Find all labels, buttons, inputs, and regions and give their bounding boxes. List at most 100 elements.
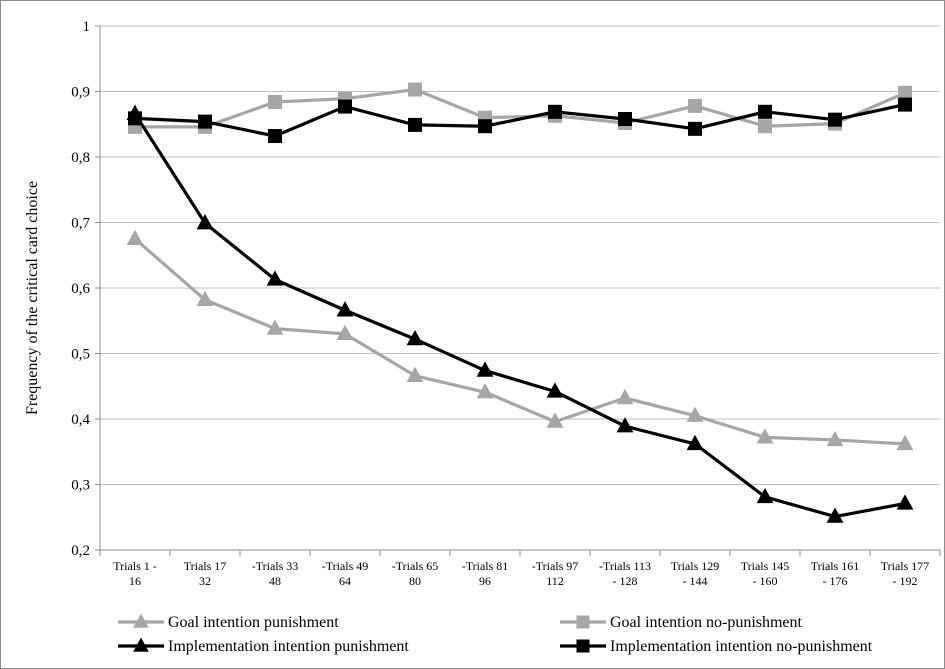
x-tick-label: Trials 145	[741, 559, 790, 573]
y-tick-label: 0,6	[71, 281, 90, 297]
square-marker	[898, 97, 912, 112]
x-tick-label: 96	[479, 574, 491, 588]
x-tick-label: - 192	[893, 574, 918, 588]
triangle-marker	[133, 613, 149, 628]
legend-label: Goal intention no-punishment	[610, 614, 803, 631]
series-line	[135, 87, 906, 129]
series-2	[128, 82, 912, 134]
triangle-marker	[133, 637, 149, 652]
triangle-marker	[266, 270, 284, 286]
series-1	[126, 229, 914, 451]
x-tick-label: Trials 129	[671, 559, 720, 573]
triangle-marker	[546, 412, 564, 428]
x-tick-label: Trials 1 -	[113, 559, 157, 573]
square-marker	[128, 111, 142, 126]
square-marker	[268, 94, 282, 109]
x-tick-label: Trials 17	[184, 559, 227, 573]
y-tick-labels: 0,2 0,3 0,4 0,5 0,6 0,7 0,8 0,9 1	[71, 19, 90, 559]
triangle-marker	[476, 361, 494, 377]
square-marker	[758, 104, 772, 119]
triangle-marker	[896, 434, 914, 451]
x-tick-label: -Trials 33	[252, 559, 299, 573]
x-tick-label: 48	[269, 574, 281, 588]
y-tick-label: 0,3	[71, 478, 90, 494]
y-tick-label: 0,5	[71, 347, 90, 363]
triangle-marker	[616, 388, 634, 405]
triangle-marker	[686, 406, 704, 422]
triangle-marker	[196, 214, 214, 230]
triangle-marker	[826, 507, 844, 523]
x-tick-label: -Trials 65	[392, 559, 439, 573]
x-tick-label: Trials 177	[881, 559, 930, 573]
x-tick-label: -Trials 49	[322, 559, 369, 573]
legend-item: Goal intention no-punishment	[560, 614, 803, 631]
x-tick-label: -Trials 81	[462, 559, 509, 573]
square-marker	[688, 121, 702, 136]
x-tick-label: 16	[129, 574, 141, 588]
x-tick-label: - 144	[683, 574, 708, 588]
square-marker	[828, 112, 842, 127]
x-tick-label: 64	[339, 574, 351, 588]
legend-label: Implementation intention punishment	[168, 638, 409, 655]
series-4	[128, 97, 912, 144]
y-tick-label: 0,4	[71, 412, 90, 428]
triangle-marker	[336, 301, 354, 317]
legend-item: Goal intention punishment	[118, 613, 339, 631]
axes	[95, 25, 941, 556]
x-tick-label: - 128	[613, 574, 638, 588]
legend-label: Goal intention punishment	[168, 614, 339, 631]
square-marker	[548, 104, 562, 119]
square-marker	[408, 82, 422, 97]
triangle-marker	[406, 366, 424, 382]
y-axis-title: Frequency of the critical card choice	[24, 181, 41, 415]
legend-label: Implementation intention no-punishment	[610, 638, 873, 655]
x-tick-label: 112	[546, 574, 564, 588]
square-marker	[576, 639, 590, 653]
triangle-marker	[686, 434, 704, 451]
series-line	[133, 112, 906, 519]
legend-item: Implementation intention punishment	[118, 637, 409, 655]
y-tick-label: 1	[83, 19, 91, 35]
gridlines	[100, 25, 940, 485]
x-tick-label: - 160	[753, 574, 778, 588]
x-tick-label: -Trials 97	[532, 559, 579, 573]
triangle-marker	[826, 430, 844, 447]
square-marker	[478, 119, 492, 134]
triangle-marker	[406, 329, 424, 346]
square-marker	[198, 114, 212, 129]
square-marker	[898, 85, 912, 100]
y-tick-label: 0,9	[71, 85, 90, 101]
x-tick-label: Trials 161	[811, 559, 860, 573]
triangle-marker	[756, 428, 774, 444]
triangle-marker	[126, 229, 144, 246]
x-tick-label: -Trials 113	[599, 559, 651, 573]
series-line	[133, 237, 906, 446]
series-line	[134, 103, 906, 138]
series-group	[126, 82, 914, 523]
x-tick-label: 80	[409, 574, 421, 588]
y-tick-label: 0,2	[71, 543, 90, 559]
square-marker	[338, 99, 352, 114]
triangle-marker	[616, 417, 634, 433]
series-3	[126, 104, 914, 523]
square-marker	[268, 129, 282, 144]
triangle-marker	[546, 382, 564, 398]
x-tick-label: 32	[199, 574, 211, 588]
triangle-marker	[266, 319, 284, 335]
triangle-marker	[196, 290, 214, 306]
x-tick-label: - 176	[823, 574, 848, 588]
square-marker	[408, 117, 422, 132]
square-marker	[576, 615, 590, 629]
square-marker	[688, 98, 702, 113]
triangle-marker	[476, 383, 494, 399]
square-marker	[758, 119, 772, 134]
triangle-marker	[896, 494, 914, 510]
legend-item: Implementation intention no-punishment	[560, 638, 873, 655]
triangle-marker	[756, 487, 774, 504]
y-tick-label: 0,7	[71, 216, 90, 232]
triangle-marker	[336, 324, 354, 341]
legend: Goal intention punishment Goal intention …	[118, 613, 873, 655]
square-marker	[618, 112, 632, 127]
